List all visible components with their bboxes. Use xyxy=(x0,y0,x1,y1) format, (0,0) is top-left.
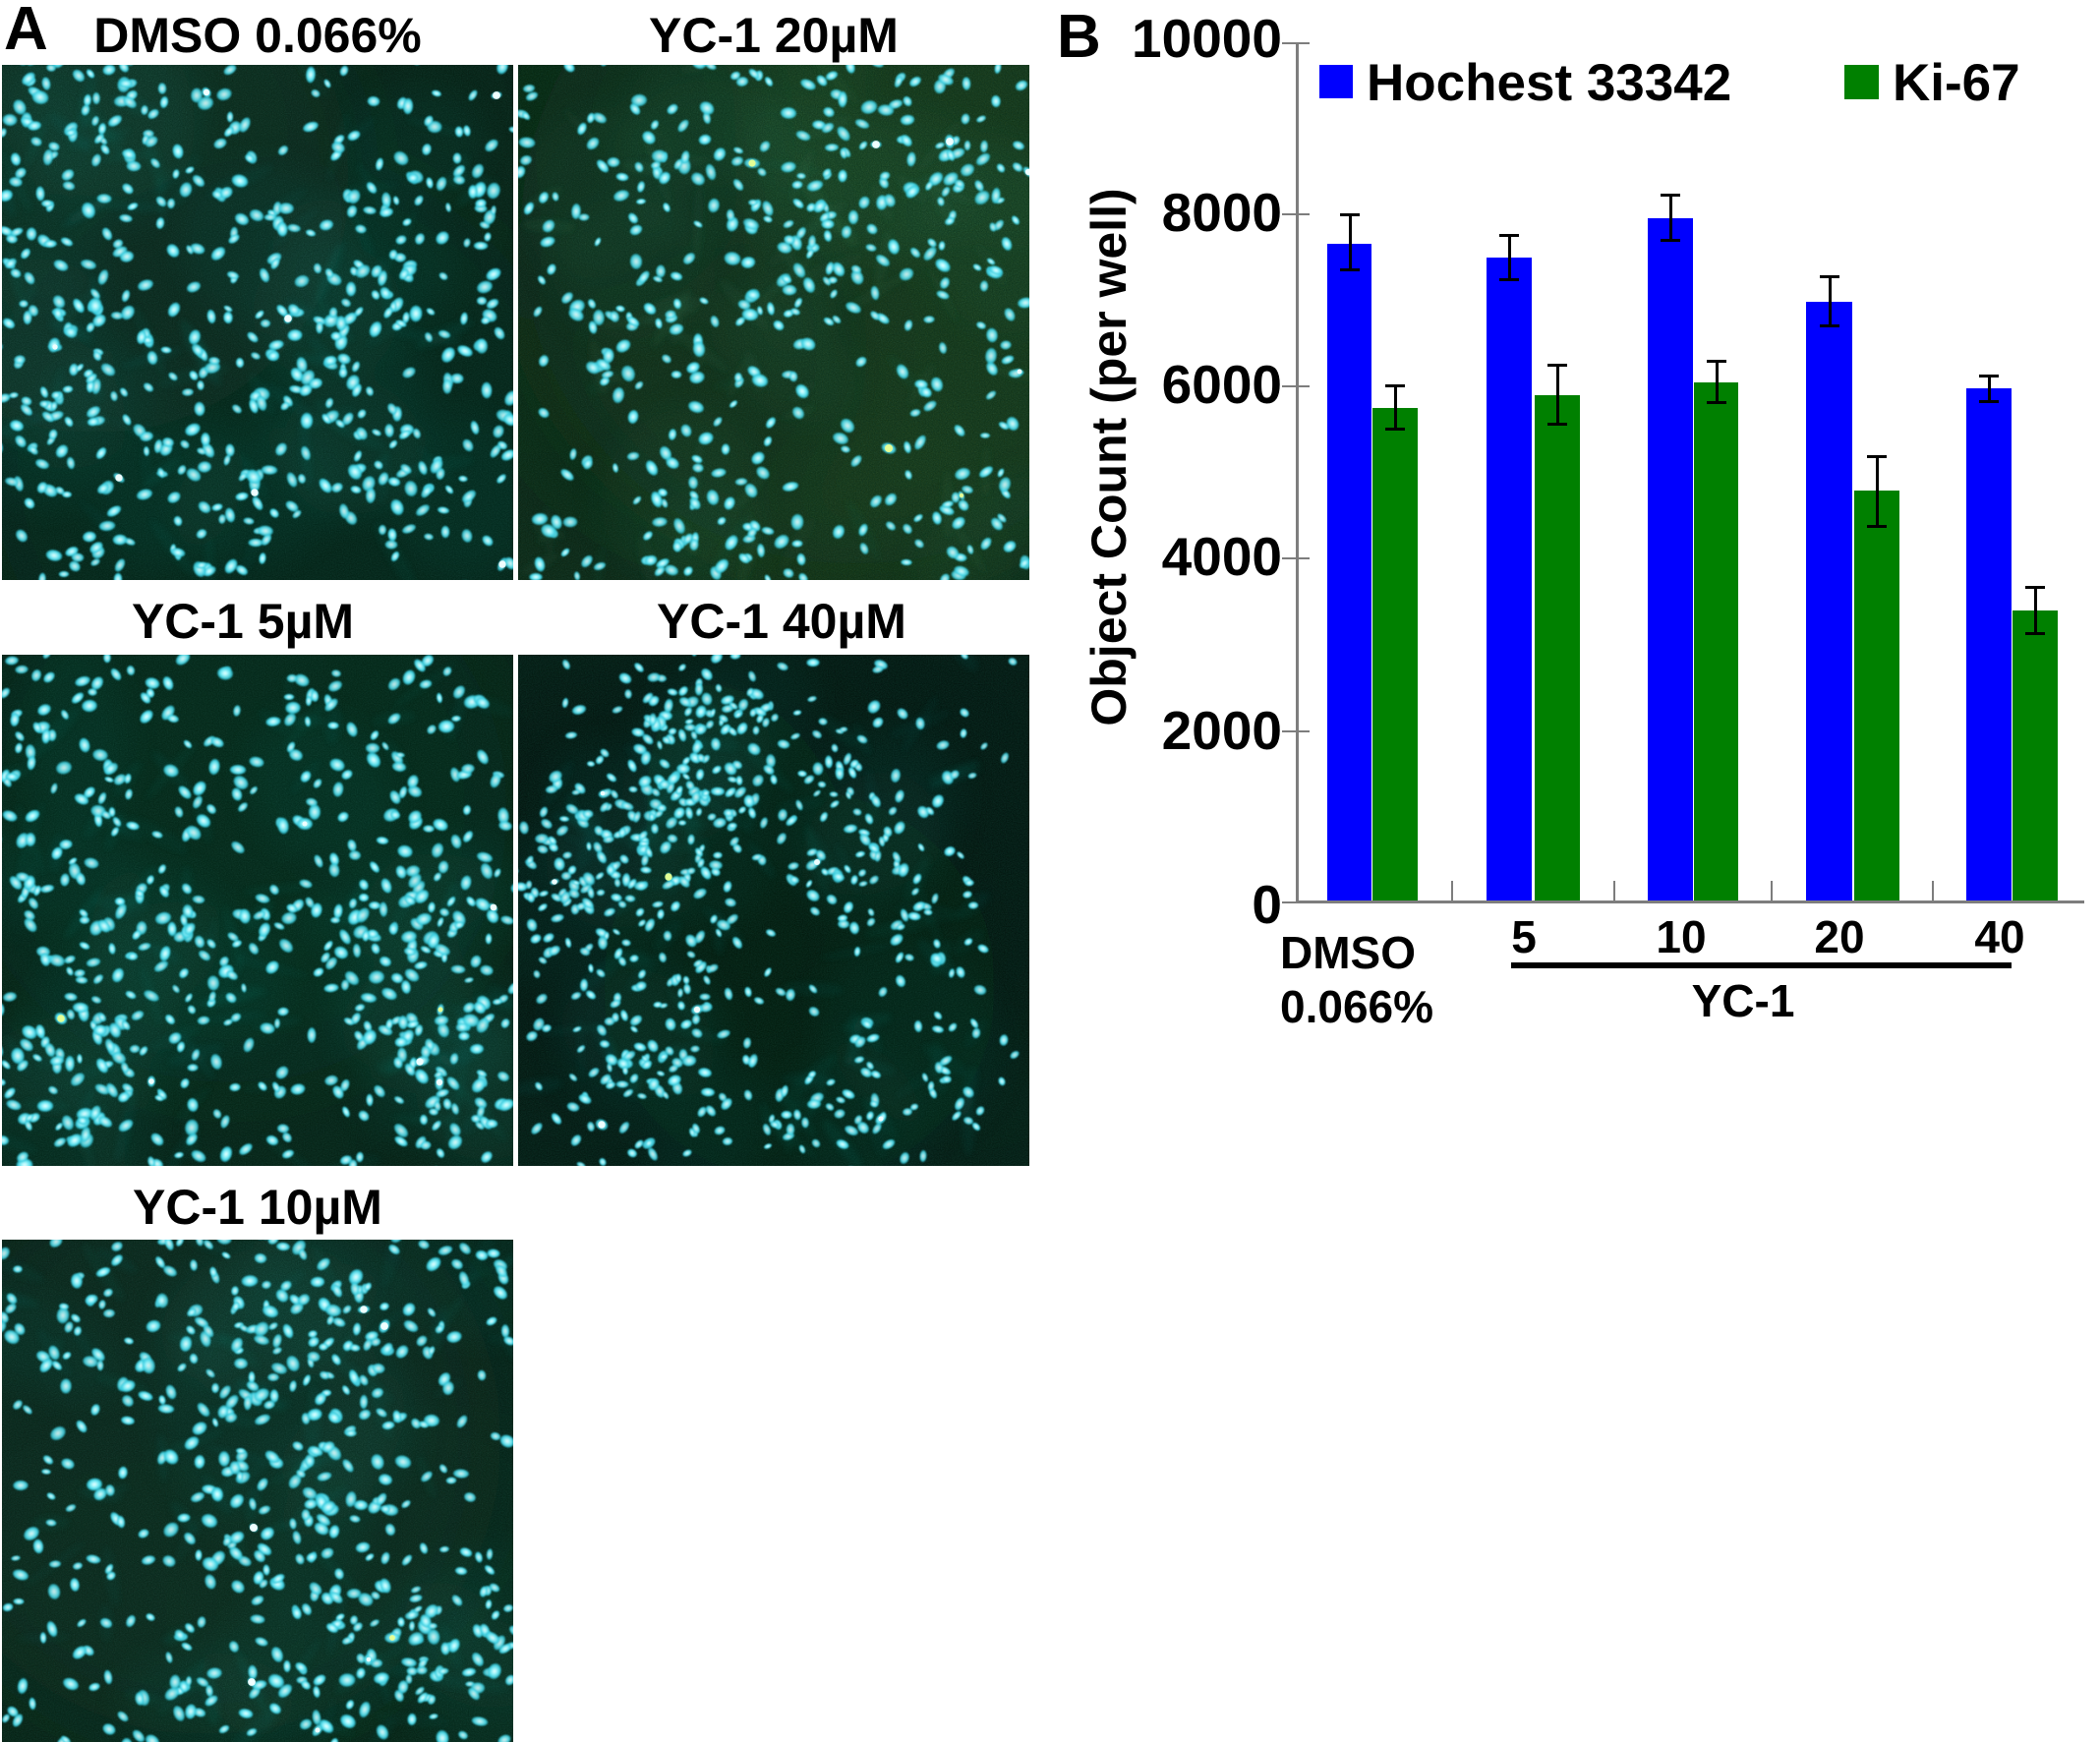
svg-text:8000: 8000 xyxy=(1162,182,1282,243)
svg-text:YC-1 5µM: YC-1 5µM xyxy=(132,594,354,649)
svg-text:DMSO: DMSO xyxy=(1280,927,1416,978)
svg-text:Ki-67: Ki-67 xyxy=(1893,54,2020,112)
svg-text:DMSO 0.066%: DMSO 0.066% xyxy=(93,8,421,63)
svg-text:A: A xyxy=(4,0,48,63)
svg-text:YC-1 40µM: YC-1 40µM xyxy=(657,594,906,649)
svg-text:B: B xyxy=(1057,3,1101,71)
svg-text:Hochest 33342: Hochest 33342 xyxy=(1367,54,1731,112)
svg-text:0: 0 xyxy=(1252,874,1282,935)
svg-text:YC-1 10µM: YC-1 10µM xyxy=(133,1180,382,1235)
svg-text:YC-1: YC-1 xyxy=(1692,975,1795,1026)
svg-text:YC-1 20µM: YC-1 20µM xyxy=(649,8,899,63)
svg-text:40: 40 xyxy=(1974,911,2024,962)
svg-text:6000: 6000 xyxy=(1162,354,1282,415)
svg-text:20: 20 xyxy=(1814,911,1864,962)
svg-text:Object Count (per well): Object Count (per well) xyxy=(1081,188,1137,726)
svg-text:2000: 2000 xyxy=(1162,700,1282,761)
svg-text:10: 10 xyxy=(1656,911,1706,962)
svg-text:10000: 10000 xyxy=(1132,8,1282,69)
svg-text:5: 5 xyxy=(1511,911,1537,962)
svg-text:4000: 4000 xyxy=(1162,526,1282,587)
svg-text:0.066%: 0.066% xyxy=(1280,981,1433,1032)
